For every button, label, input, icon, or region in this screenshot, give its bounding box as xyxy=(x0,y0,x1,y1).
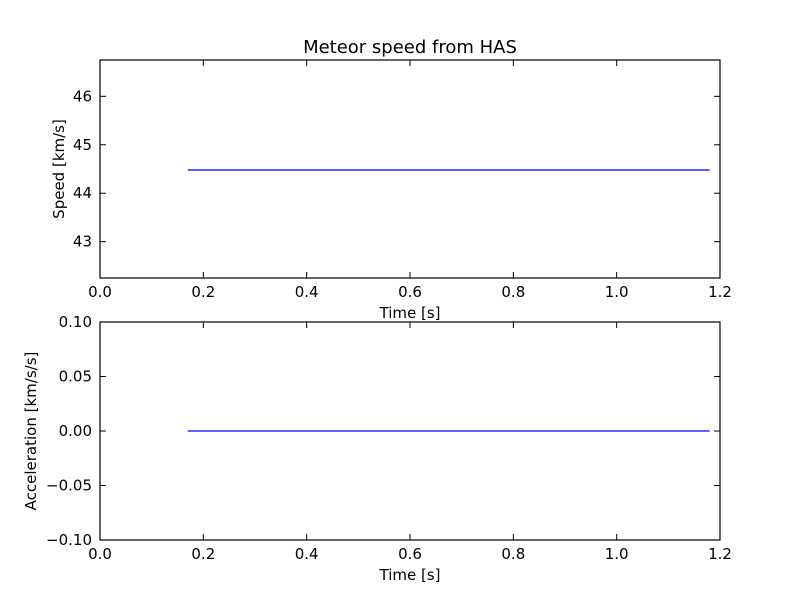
acceleration-x-tick-label: 0.2 xyxy=(191,545,215,563)
acceleration-axes: 0.0 0.2 0.4 0.6 0.8 1.0 1.2 0.10 0.05 0.00 −0.05 −0… xyxy=(46,313,732,563)
speed-x-tick-label: 0.6 xyxy=(398,283,422,301)
acceleration-x-tick-label: 1.0 xyxy=(605,545,629,563)
speed-y-tick-label: 46 xyxy=(73,87,92,105)
acceleration-x-axis-label: Time [s] xyxy=(379,566,441,584)
speed-x-tick-label: 0.0 xyxy=(88,283,112,301)
acceleration-x-tick-label: 0.6 xyxy=(398,545,422,563)
acceleration-x-tick-label: 0.4 xyxy=(295,545,319,563)
speed-x-tick-label: 0.4 xyxy=(295,283,319,301)
speed-y-tick-label: 43 xyxy=(73,233,92,251)
speed-x-axis-label: Time [s] xyxy=(379,304,441,322)
acceleration-y-tick-label: −0.10 xyxy=(46,531,92,549)
acceleration-y-tick-label: 0.00 xyxy=(59,422,92,440)
speed-x-tick-label: 1.2 xyxy=(708,283,732,301)
speed-x-tick-label: 0.2 xyxy=(191,283,215,301)
speed-x-tick-label: 0.8 xyxy=(501,283,525,301)
speed-x-tick-label: 1.0 xyxy=(605,283,629,301)
acceleration-x-tick-label: 0.8 xyxy=(501,545,525,563)
acceleration-y-axis-label: Acceleration [km/s/s] xyxy=(22,352,40,511)
speed-axes: 0.0 0.2 0.4 0.6 0.8 1.0 1.2 43 44 45 46 xyxy=(73,59,732,301)
acceleration-y-tick-label: 0.10 xyxy=(59,313,92,331)
speed-y-tick-label: 45 xyxy=(73,136,92,154)
acceleration-y-tick-label: −0.05 xyxy=(46,477,92,495)
acceleration-x-tick-label: 1.2 xyxy=(708,545,732,563)
acceleration-y-tick-label: 0.05 xyxy=(59,368,92,386)
acceleration-x-tick-label: 0.0 xyxy=(88,545,112,563)
speed-y-tick-label: 44 xyxy=(73,184,92,202)
speed-y-axis-label: Speed [km/s] xyxy=(50,119,68,219)
speed-chart-title: Meteor speed from HAS xyxy=(303,37,517,58)
